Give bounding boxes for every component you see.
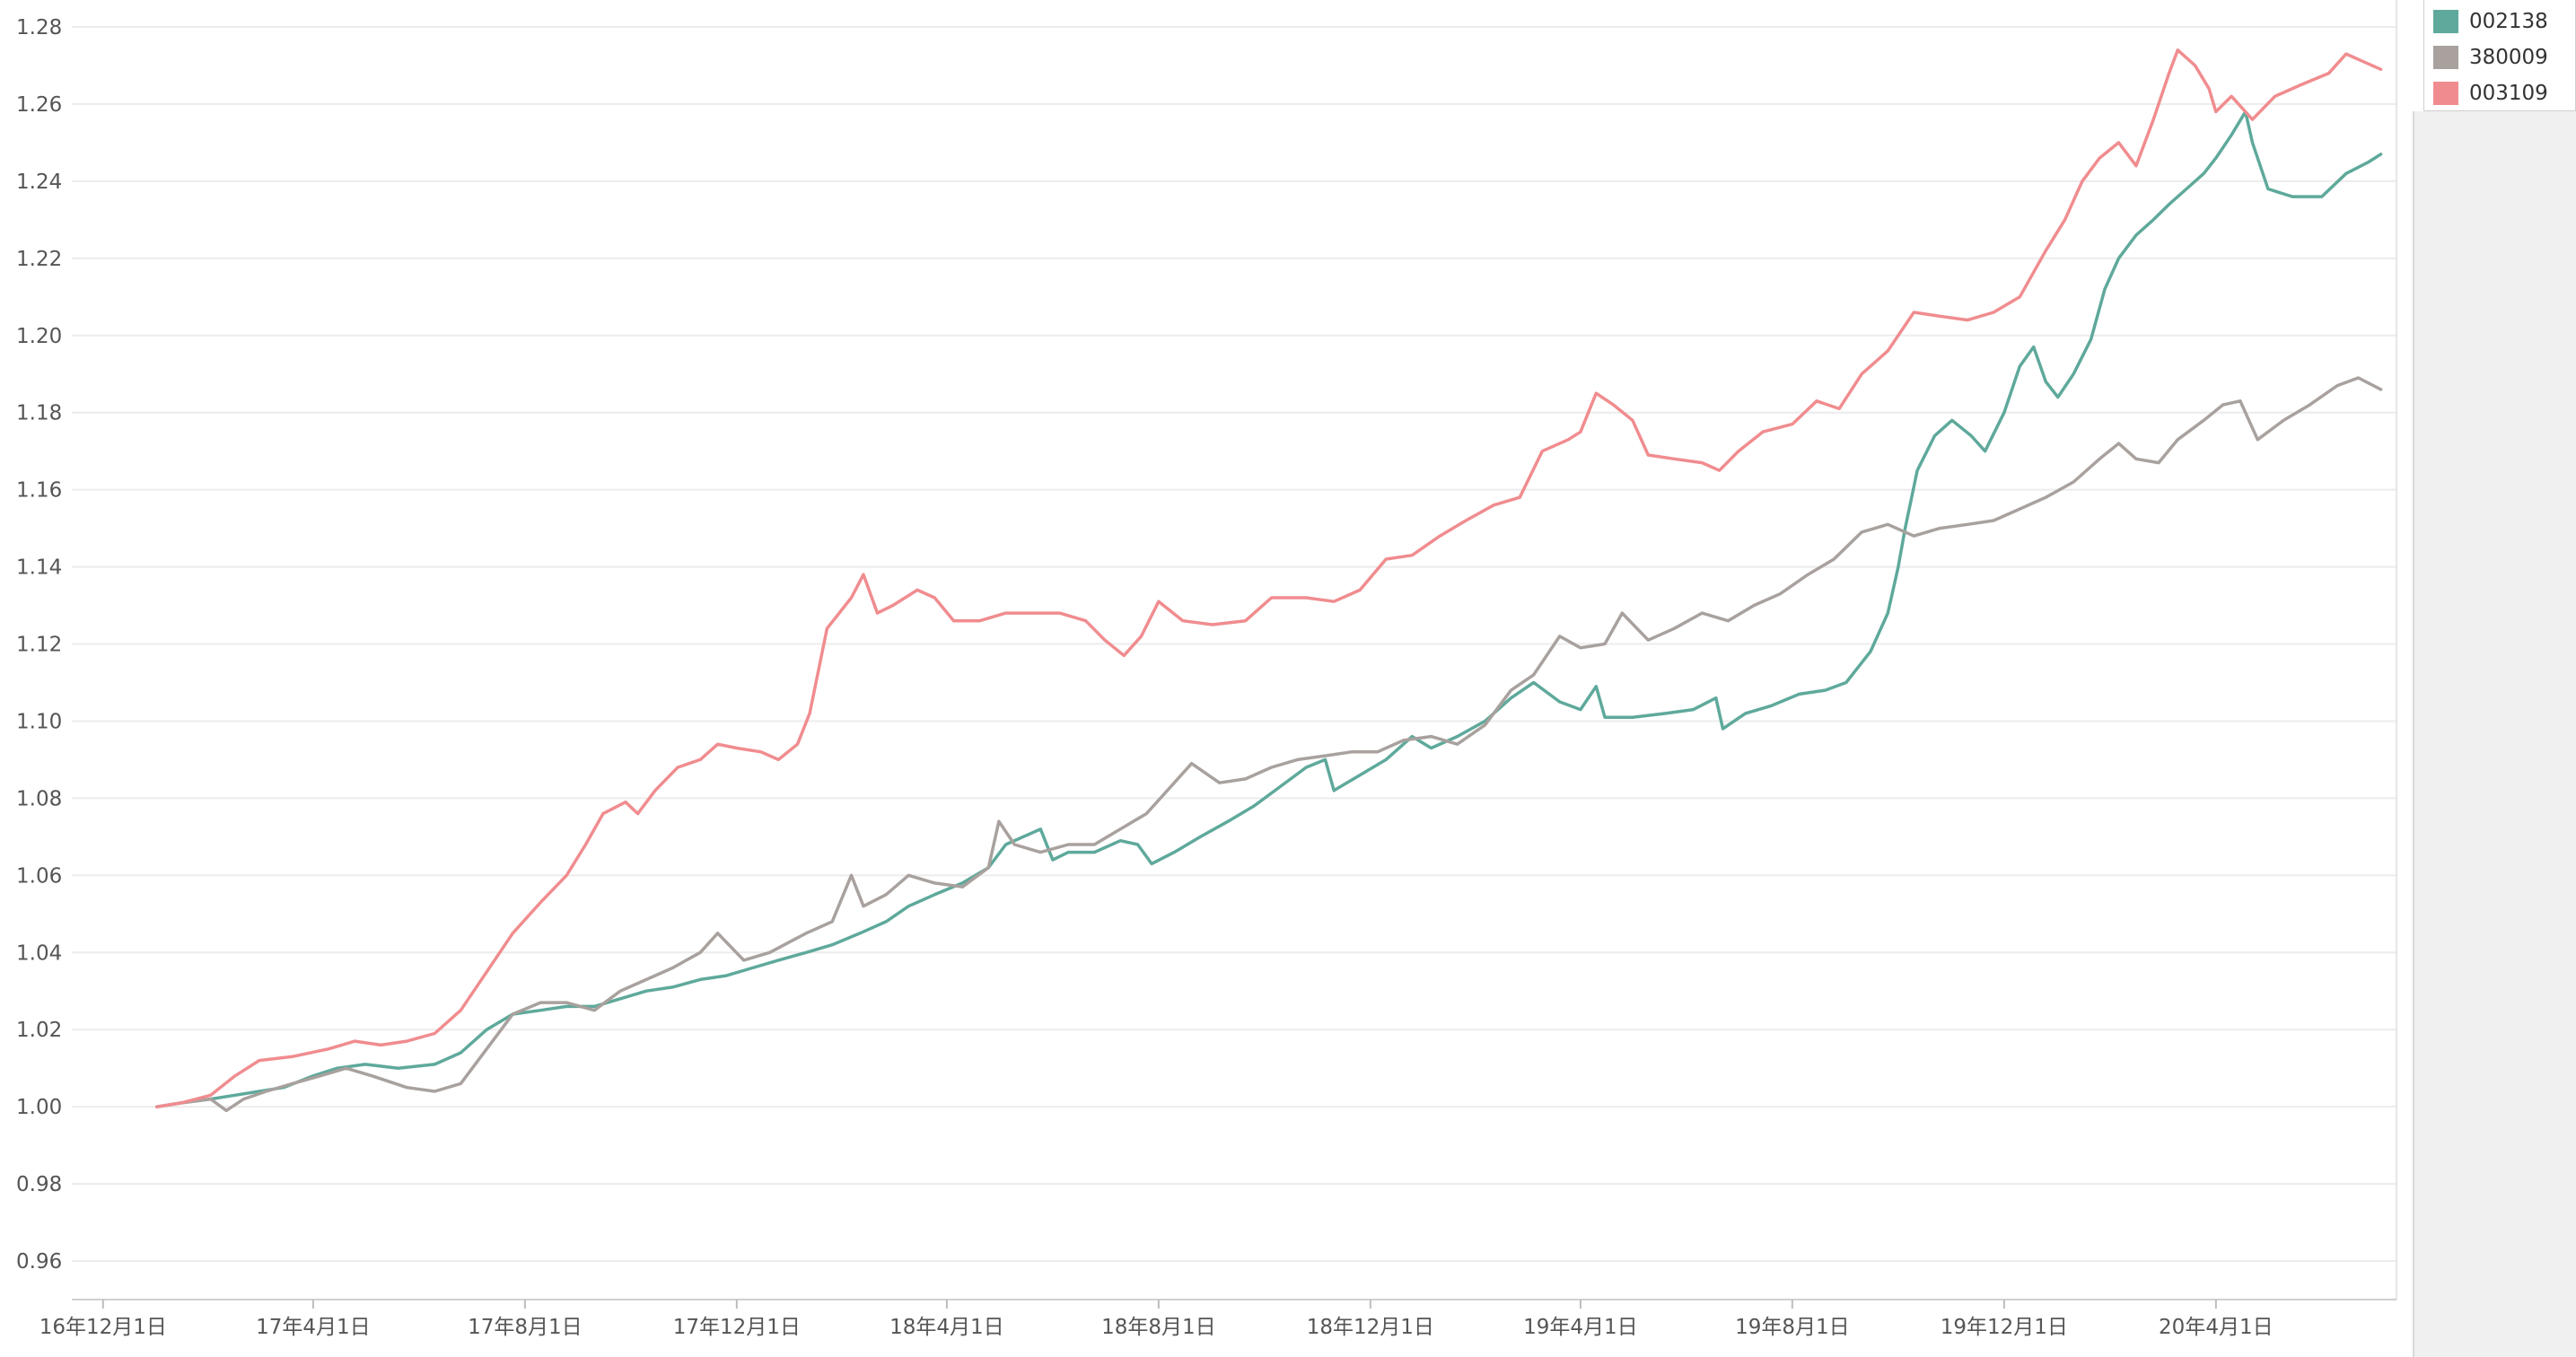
y-tick-label: 1.10 [16,710,62,733]
legend-item-002138[interactable]: 002138 [2433,4,2575,39]
y-tick-label: 0.96 [16,1250,62,1274]
y-tick-label: 1.22 [16,248,62,271]
series-lines [155,48,2383,1113]
x-tick-label: 17年8月1日 [468,1316,583,1339]
y-tick-label: 1.02 [16,1019,62,1042]
x-tick-label: 19年8月1日 [1735,1316,1850,1339]
x-tick-label: 20年4月1日 [2159,1316,2274,1339]
y-tick-label: 1.14 [16,556,62,580]
legend-swatch [2433,10,2458,33]
legend-item-380009[interactable]: 380009 [2433,39,2575,75]
legend-label: 003109 [2469,82,2548,105]
x-tick-label: 19年4月1日 [1523,1316,1638,1339]
y-tick-label: 1.20 [16,325,62,348]
y-tick-label: 1.04 [16,941,62,965]
x-axis: 16年12月1日 17年4月1日 17年8月1日 17年12月1日 18年4月1日 18年… [39,1299,2396,1339]
legend-swatch [2433,46,2458,69]
y-tick-label: 1.00 [16,1096,62,1119]
y-tick-label: 1.24 [16,171,62,194]
y-tick-label: 1.28 [16,16,62,39]
x-tick-label: 18年8月1日 [1101,1316,1216,1339]
x-tick-label: 18年4月1日 [889,1316,1004,1339]
side-panel [2413,111,2576,1357]
x-tick-label: 18年12月1日 [1307,1316,1434,1339]
legend-label: 002138 [2469,10,2548,33]
y-axis: 0.96 0.98 1.00 1.02 1.04 1.06 1.08 1.10 1.12 1.14… [16,16,62,1274]
legend-swatch [2433,82,2458,105]
x-tick-label: 17年4月1日 [256,1316,371,1339]
y-tick-label: 1.12 [16,634,62,657]
y-tick-label: 1.08 [16,787,62,810]
y-tick-label: 0.98 [16,1173,62,1196]
x-tick-label: 16年12月1日 [39,1316,167,1339]
x-tick-label: 17年12月1日 [673,1316,801,1339]
y-tick-label: 1.06 [16,864,62,888]
series-line-003109 [155,48,2383,1108]
legend-item-003109[interactable]: 003109 [2433,75,2575,111]
x-tick-label: 19年12月1日 [1941,1316,2068,1339]
y-tick-label: 1.26 [16,93,62,117]
legend: 002138 380009 003109 [2423,0,2576,111]
y-tick-label: 1.18 [16,402,62,425]
y-tick-label: 1.16 [16,479,62,503]
series-line-002138 [155,109,2383,1108]
legend-label: 380009 [2469,46,2548,69]
gridlines [72,0,2397,1300]
series-line-380009 [155,376,2383,1113]
